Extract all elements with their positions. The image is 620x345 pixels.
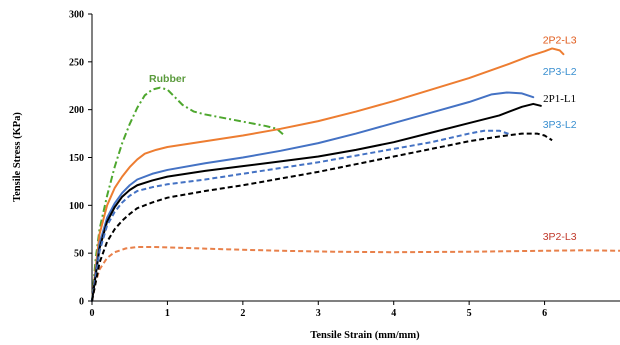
series-line-2p3-l2 [91, 91, 535, 302]
y-tick-label: 0 [79, 297, 84, 308]
x-axis-title: Tensile Strain (mm/mm) [310, 330, 420, 341]
x-tick-label: 0 [90, 308, 95, 319]
x-tick-label: 2 [240, 308, 245, 319]
y-tick-label: 100 [69, 201, 84, 212]
ticks: 0 50 100 150 200 250 300 0 1 2 3 4 5 6 [69, 10, 547, 320]
series-label-3p2-l3: 3P2-L3 [543, 231, 577, 243]
series-lines [91, 47, 620, 302]
y-tick-label: 300 [69, 10, 84, 21]
series-label-2p1-l1: 2P1-L1 [543, 93, 576, 105]
series-line-rubber [91, 86, 286, 302]
y-tick-label: 250 [69, 57, 84, 68]
series-label-rubber: Rubber [149, 73, 186, 85]
y-tick-label: 50 [74, 249, 84, 260]
x-tick-label: 3 [316, 308, 321, 319]
y-axis-title: Tensile Stress (KPa) [12, 112, 23, 202]
series-line-3p2-l3 [91, 245, 620, 302]
series-label-2p2-l3: 2P2-L3 [543, 35, 577, 47]
series-label-2p3-l2: 2P3-L2 [543, 66, 577, 78]
axes [91, 14, 620, 302]
x-tick-label: 1 [165, 308, 170, 319]
series-line-2p1-l1 [91, 102, 542, 302]
series-labels: 2P2-L3 2P3-L2 2P1-L1 3P3-L2 Rubber 3P2-L3 [149, 35, 577, 243]
x-tick-label: 5 [467, 308, 472, 319]
y-tick-label: 150 [69, 153, 84, 164]
series-line-3p3-l2-dark [91, 132, 553, 302]
x-tick-label: 6 [542, 308, 547, 319]
series-label-3p3-l2: 3P3-L2 [543, 119, 577, 131]
series-line-2p2-l3 [91, 47, 565, 302]
x-tick-label: 4 [391, 308, 396, 319]
series-line-3p3-l2 [91, 129, 511, 302]
y-tick-label: 200 [69, 105, 84, 116]
